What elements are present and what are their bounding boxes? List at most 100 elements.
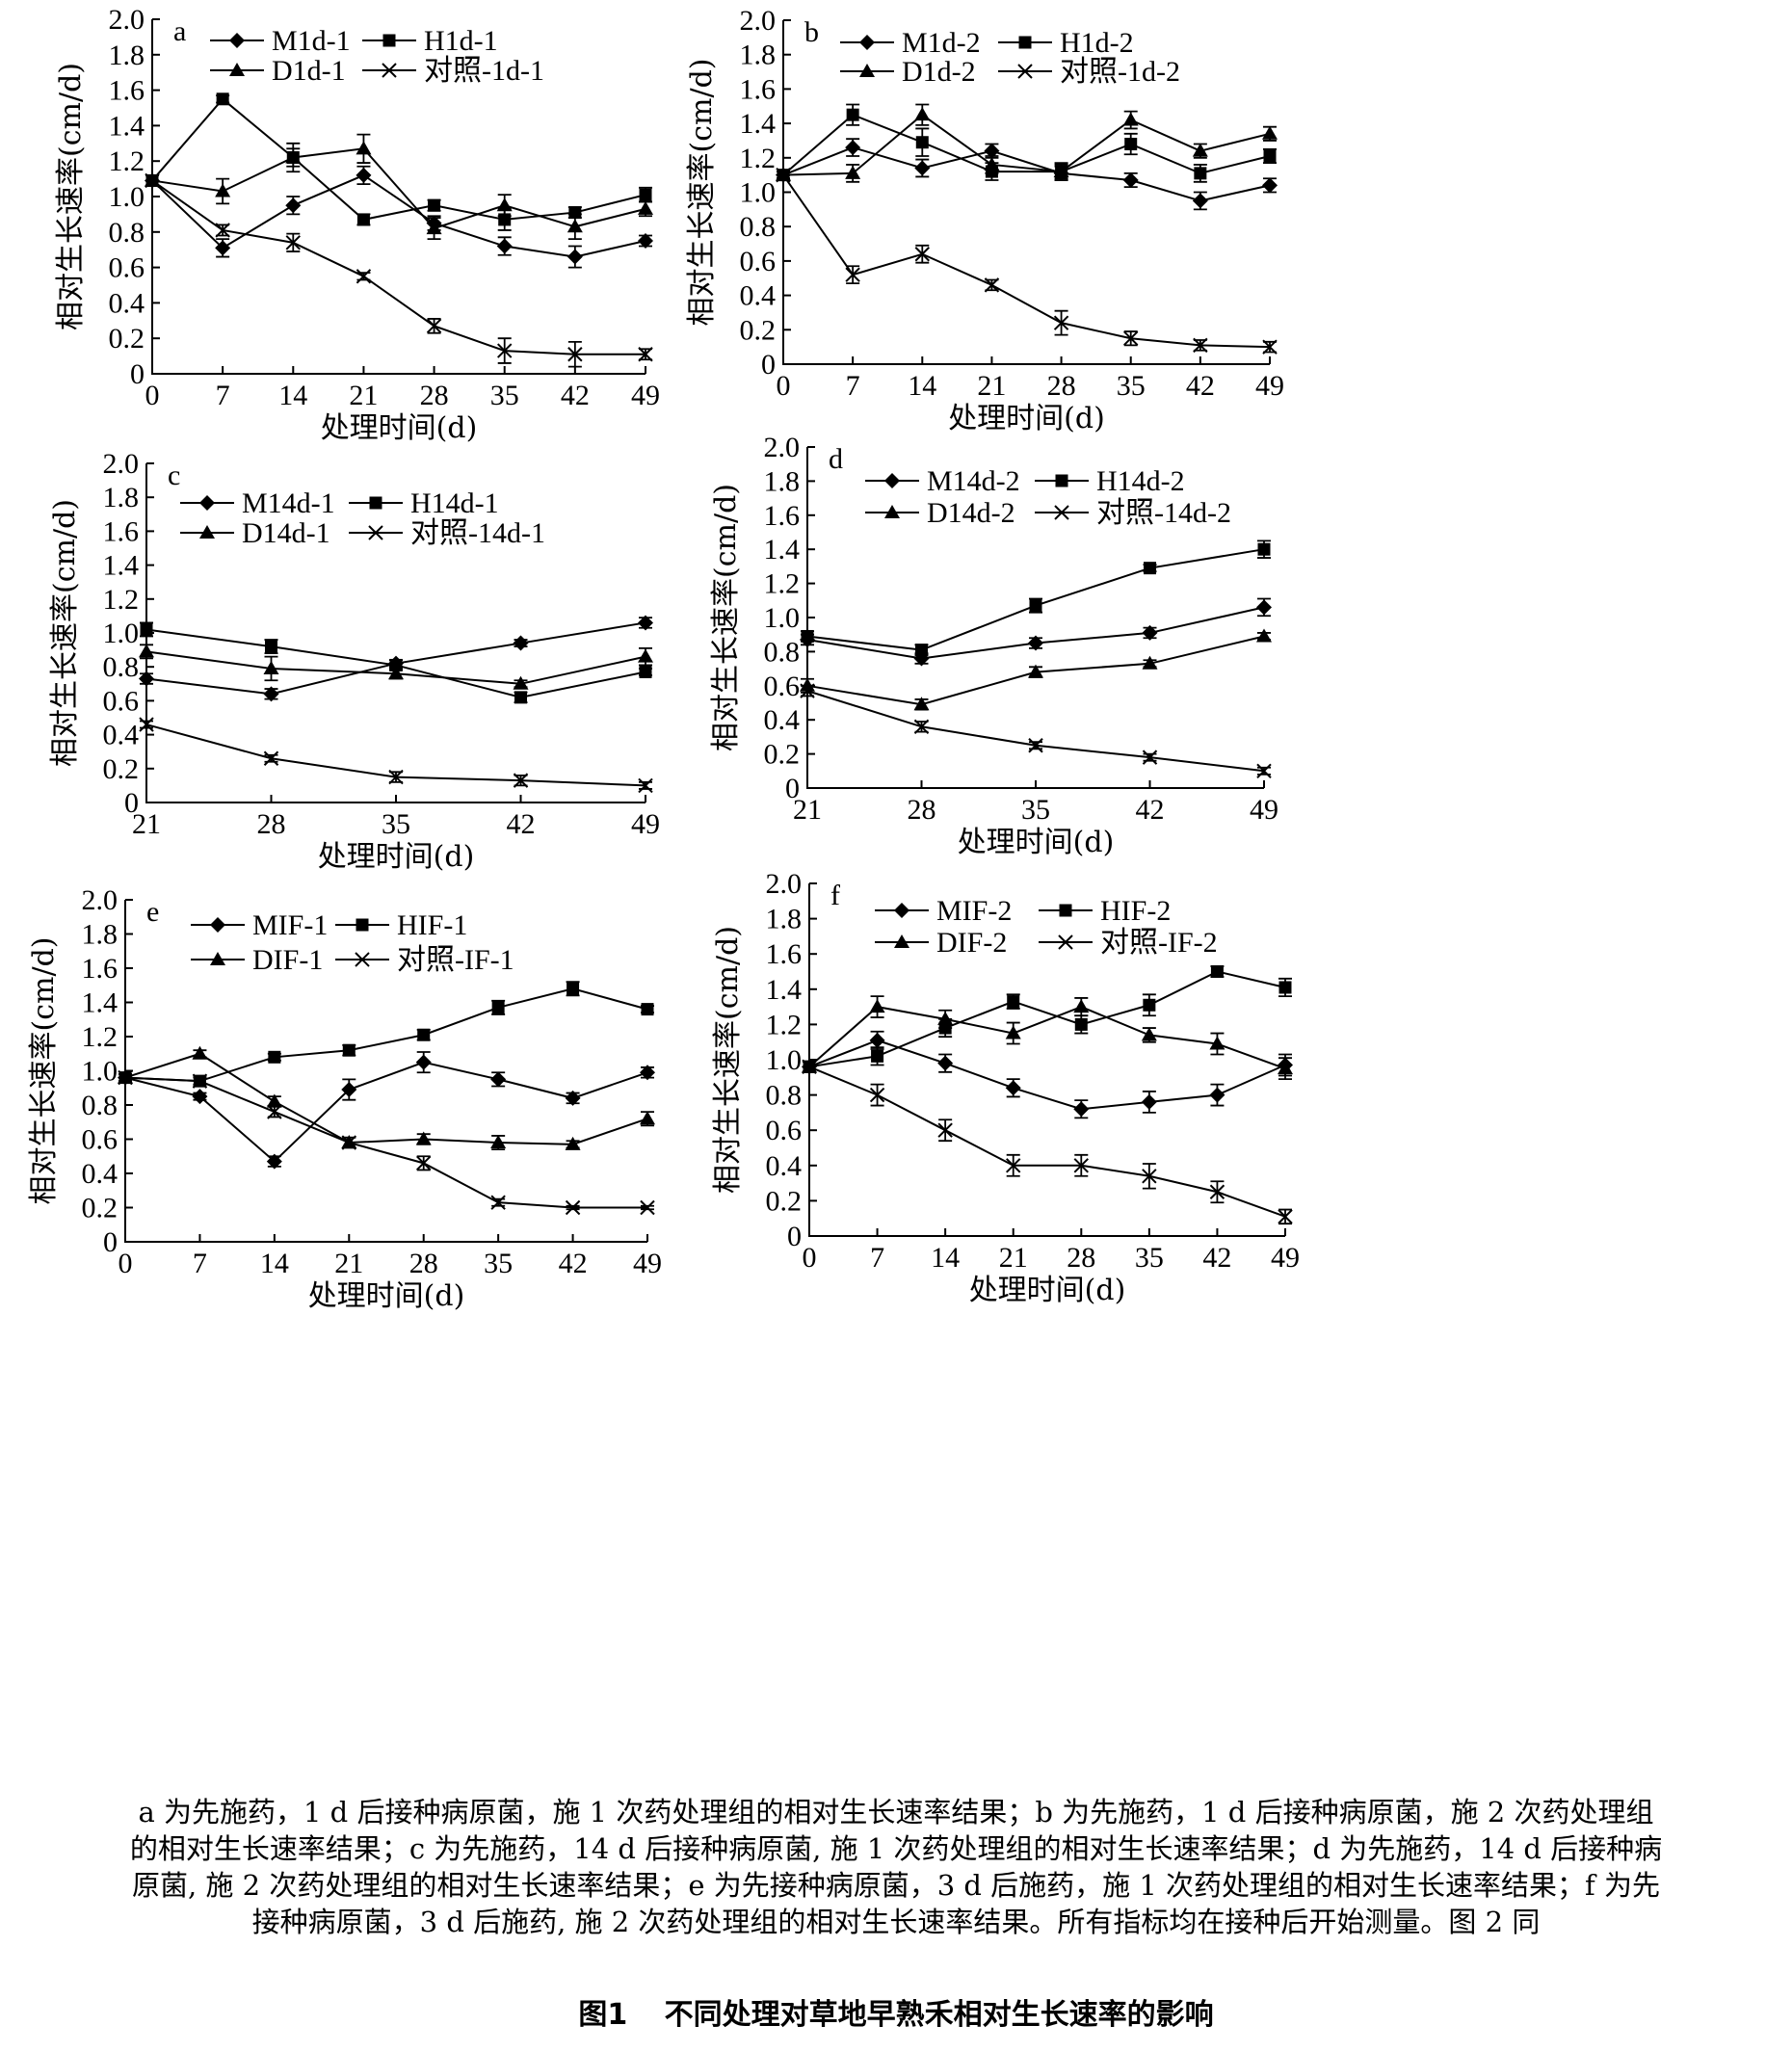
data-point bbox=[140, 622, 153, 636]
data-point bbox=[513, 675, 529, 690]
data-point bbox=[871, 1049, 884, 1063]
y-tick-label: 0.8 bbox=[103, 651, 140, 683]
data-point bbox=[937, 1122, 953, 1138]
y-tick-label: 0 bbox=[761, 349, 776, 381]
legend-label: 对照-1d-2 bbox=[1060, 56, 1180, 88]
axes-e bbox=[124, 900, 647, 1243]
y-tick-label: 0.2 bbox=[82, 1193, 119, 1224]
y-tick-label: 1.2 bbox=[109, 145, 145, 177]
data-point bbox=[285, 235, 301, 250]
data-point bbox=[845, 267, 860, 282]
series-square bbox=[145, 92, 652, 231]
legend-label: M1d-2 bbox=[902, 27, 981, 59]
data-point bbox=[984, 277, 1000, 293]
x-tick-label: 0 bbox=[777, 370, 791, 402]
x-tick-label: 0 bbox=[803, 1242, 817, 1274]
data-point bbox=[1262, 339, 1278, 355]
x-tick-label: 49 bbox=[633, 1248, 662, 1279]
data-point bbox=[1028, 738, 1043, 753]
data-point bbox=[1256, 628, 1272, 643]
y-tick-label: 0.8 bbox=[82, 1090, 119, 1121]
legend-label: D14d-2 bbox=[927, 497, 1015, 529]
y-tick-label: 0.6 bbox=[740, 246, 777, 277]
data-point bbox=[845, 165, 861, 179]
data-point bbox=[937, 1011, 954, 1025]
y-axis-title: 相对生长速率(cm/d) bbox=[711, 926, 745, 1194]
data-point bbox=[1144, 562, 1156, 575]
data-point bbox=[1141, 1093, 1157, 1110]
data-point bbox=[341, 1082, 357, 1098]
y-tick-label: 0.6 bbox=[764, 671, 801, 702]
legend-marker bbox=[382, 34, 396, 47]
legend-marker bbox=[356, 918, 369, 932]
x-tick-label: 28 bbox=[409, 1248, 438, 1279]
data-point bbox=[1122, 172, 1139, 189]
data-point bbox=[1073, 999, 1090, 1013]
series-cross bbox=[139, 717, 653, 794]
x-tick-label: 0 bbox=[119, 1248, 133, 1279]
data-point bbox=[428, 198, 441, 212]
legend-label: 对照-14d-2 bbox=[1096, 497, 1231, 529]
legend-entry: 对照-IF-1 bbox=[335, 944, 514, 976]
y-tick-label: 0.2 bbox=[740, 314, 777, 346]
data-point bbox=[1142, 1169, 1157, 1184]
data-point bbox=[513, 773, 529, 788]
data-point bbox=[341, 1135, 356, 1150]
data-point bbox=[1074, 1017, 1088, 1031]
data-point bbox=[915, 136, 929, 149]
x-tick-label: 35 bbox=[1117, 370, 1146, 402]
y-tick-label: 1.2 bbox=[103, 584, 140, 616]
legend-marker bbox=[884, 505, 900, 518]
data-point bbox=[1192, 143, 1208, 157]
data-point bbox=[937, 1055, 954, 1071]
x-tick-label: 14 bbox=[260, 1248, 289, 1279]
legend-label: HIF-2 bbox=[1100, 895, 1171, 927]
y-tick-label: 0.6 bbox=[103, 685, 140, 717]
y-tick-label: 1.0 bbox=[766, 1044, 803, 1076]
y-tick-label: 0.4 bbox=[764, 704, 801, 736]
data-point bbox=[1006, 1158, 1021, 1173]
data-point bbox=[417, 1028, 431, 1041]
x-tick-label: 49 bbox=[1255, 370, 1284, 402]
y-tick-label: 1.4 bbox=[766, 974, 803, 1006]
data-point bbox=[915, 644, 928, 657]
x-tick-label: 35 bbox=[484, 1248, 513, 1279]
y-tick-label: 1.6 bbox=[764, 500, 801, 532]
data-point bbox=[1194, 167, 1207, 180]
legend-label: M1d-1 bbox=[272, 25, 351, 57]
data-point bbox=[1209, 1184, 1225, 1199]
legend-entry: 对照-14d-2 bbox=[1035, 497, 1231, 529]
data-point bbox=[1122, 112, 1139, 126]
legend-marker bbox=[894, 934, 909, 948]
data-point bbox=[869, 999, 885, 1013]
series-diamond bbox=[139, 615, 653, 702]
y-tick-label: 2.0 bbox=[103, 448, 140, 480]
series-line bbox=[782, 146, 1271, 202]
y-tick-label: 1.8 bbox=[766, 904, 803, 935]
data-point bbox=[1141, 1027, 1157, 1041]
data-point bbox=[1029, 599, 1042, 613]
series-diamond bbox=[776, 138, 1278, 211]
legend-marker bbox=[1018, 36, 1032, 49]
legend-label: M14d-1 bbox=[242, 487, 335, 519]
legend-entry: DIF-1 bbox=[191, 944, 323, 976]
legend-entry: D14d-1 bbox=[180, 517, 330, 549]
data-point bbox=[1073, 1101, 1090, 1118]
legend-entry: D1d-2 bbox=[840, 56, 976, 88]
data-point bbox=[567, 347, 583, 362]
legend-label: HIF-1 bbox=[397, 909, 467, 941]
x-tick-label: 28 bbox=[257, 808, 286, 840]
x-tick-label: 28 bbox=[908, 794, 936, 826]
y-tick-label: 0 bbox=[785, 773, 800, 804]
legend-label: D14d-1 bbox=[242, 517, 330, 549]
chart-panel-c: 00.20.40.60.81.01.21.41.61.82.0 21 28 35 42 4… bbox=[48, 448, 660, 874]
series-line bbox=[808, 1039, 1286, 1111]
data-point bbox=[638, 777, 653, 794]
y-tick-label: 0 bbox=[787, 1221, 802, 1252]
data-point bbox=[415, 1054, 432, 1070]
y-tick-label: 0.4 bbox=[82, 1158, 119, 1190]
data-point bbox=[1124, 138, 1138, 151]
data-point bbox=[984, 156, 1000, 171]
x-tick-label: 42 bbox=[1186, 370, 1215, 402]
y-tick-label: 2.0 bbox=[740, 5, 777, 37]
